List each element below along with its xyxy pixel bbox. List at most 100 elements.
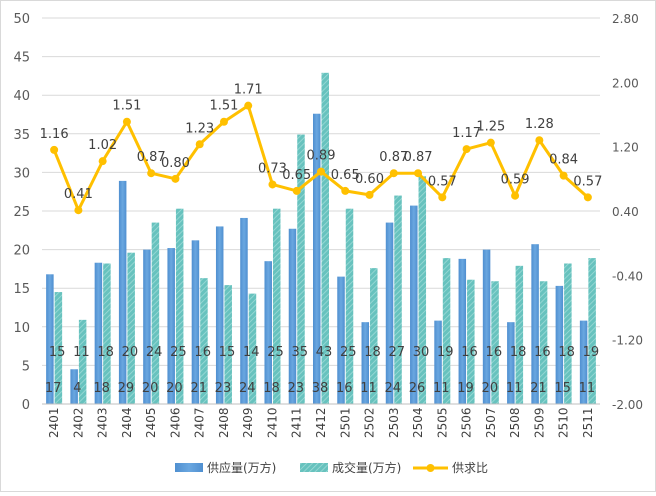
- deal-data-label: 18: [364, 345, 381, 360]
- supply-data-label: 18: [263, 381, 280, 396]
- supply-data-label: 11: [433, 381, 450, 396]
- supply-bar: [215, 226, 224, 404]
- ratio-point: [317, 167, 325, 176]
- deal-data-label: 18: [97, 345, 114, 360]
- deal-bar: [467, 279, 475, 404]
- deal-data-label: 25: [267, 345, 284, 360]
- left-tick-label: 20: [13, 244, 30, 259]
- right-tick-label: -0.40: [612, 269, 643, 283]
- deal-bar: [248, 293, 257, 404]
- ratio-data-label: 1.51: [209, 99, 238, 114]
- left-tick-label: 5: [22, 359, 30, 374]
- supply-bar: [579, 320, 588, 404]
- supply-bar: [46, 274, 54, 404]
- deal-bar: [418, 176, 427, 404]
- left-tick-label: 0: [22, 398, 30, 413]
- deal-data-label: 16: [461, 345, 478, 360]
- left-tick-label: 25: [13, 205, 30, 220]
- ratio-data-label: 1.23: [185, 121, 214, 136]
- deal-bar: [370, 268, 378, 404]
- x-tick-label: 2502: [363, 407, 377, 438]
- x-tick-label: 2402: [71, 407, 85, 438]
- right-tick-label: 2.00: [612, 76, 639, 90]
- ratio-data-label: 1.16: [40, 127, 69, 142]
- supply-data-label: 24: [239, 381, 256, 396]
- supply-data-label: 23: [215, 381, 232, 396]
- supply-data-label: 15: [554, 381, 571, 396]
- x-tick-label: 2503: [387, 407, 401, 438]
- right-tick-label: 1.20: [612, 141, 639, 155]
- supply-data-label: 26: [409, 381, 426, 396]
- supply-data-label: 38: [312, 381, 329, 396]
- deal-data-label: 27: [389, 345, 406, 360]
- left-tick-label: 45: [13, 51, 30, 66]
- supply-bar: [118, 180, 127, 404]
- x-tick-label: 2410: [265, 407, 279, 438]
- supply-bar: [410, 205, 418, 404]
- x-tick-label: 2412: [314, 407, 328, 438]
- x-tick-label: 2501: [338, 407, 352, 438]
- deal-data-label: 18: [510, 345, 527, 360]
- x-tick-label: 2403: [96, 407, 110, 438]
- deal-bar: [272, 208, 281, 404]
- left-tick-label: 10: [13, 321, 30, 336]
- x-axis: 2401 2402 2403 2404 2405 2406 2407 2408 2409 2410…: [42, 403, 600, 438]
- ratio-data-label: 1.02: [88, 138, 117, 153]
- x-tick-label: 2409: [241, 407, 255, 438]
- x-tick-label: 2511: [581, 407, 595, 438]
- ratio-data-label: 0.60: [355, 172, 384, 187]
- left-tick-label: 15: [13, 282, 30, 297]
- left-tick-label: 35: [13, 128, 30, 143]
- deal-data-label: 19: [437, 345, 454, 360]
- supply-data-label: 23: [287, 381, 304, 396]
- ratio-data-label: 1.51: [112, 99, 141, 114]
- x-tick-label: 2401: [47, 407, 61, 438]
- supply-bar: [167, 248, 175, 404]
- supply-data-label: 11: [506, 381, 523, 396]
- supply-bar: [434, 320, 442, 404]
- deal-data-label: 15: [219, 345, 236, 360]
- legend-swatch-supply: [175, 463, 203, 472]
- deal-bar: [54, 292, 63, 404]
- deal-data-label: 11: [73, 345, 90, 360]
- supply-data-label: 11: [360, 381, 377, 396]
- supply-bar: [191, 240, 200, 404]
- x-tick-label: 2504: [411, 407, 425, 438]
- ratio-data-label: 0.57: [428, 174, 457, 189]
- x-tick-label: 2407: [193, 407, 207, 438]
- legend-swatch-ratio-marker: [426, 464, 435, 472]
- deal-bar: [175, 208, 184, 404]
- deal-bar: [588, 258, 596, 404]
- ratio-point: [389, 169, 398, 178]
- ratio-data-label: 1.25: [476, 120, 505, 135]
- supply-bar: [507, 322, 515, 404]
- right-axis: -2.00 -1.20 -0.40 0.40 1.20 2.00 2.80: [612, 12, 643, 412]
- deal-data-label: 16: [534, 345, 551, 360]
- deal-bar: [442, 258, 451, 404]
- supply-bar: [385, 222, 394, 404]
- deal-data-label: 43: [316, 345, 333, 360]
- ratio-point: [219, 117, 228, 126]
- ratio-data-label: 0.89: [307, 149, 336, 164]
- x-tick-label: 2404: [120, 407, 134, 438]
- ratio-point: [535, 136, 544, 145]
- deal-bar: [297, 134, 305, 404]
- deal-bar: [224, 285, 232, 404]
- supply-bar: [458, 258, 467, 404]
- deal-data-label: 30: [413, 345, 430, 360]
- deal-data-label: 15: [49, 345, 66, 360]
- right-tick-label: 0.40: [612, 205, 639, 219]
- deal-bar: [394, 195, 402, 404]
- ratio-point: [74, 206, 83, 215]
- deal-bar: [515, 265, 524, 404]
- x-tick-label: 2508: [508, 407, 522, 438]
- deal-bar: [321, 72, 329, 404]
- supply-data-label: 20: [482, 381, 499, 396]
- x-tick-label: 2507: [484, 407, 498, 438]
- deal-data-label: 14: [243, 345, 260, 360]
- ratio-data-label: 0.80: [161, 156, 190, 171]
- ratio-point: [462, 145, 471, 154]
- x-tick-label: 2406: [168, 407, 182, 438]
- ratio-data-label: 1.28: [525, 117, 554, 132]
- x-tick-label: 2510: [557, 407, 571, 438]
